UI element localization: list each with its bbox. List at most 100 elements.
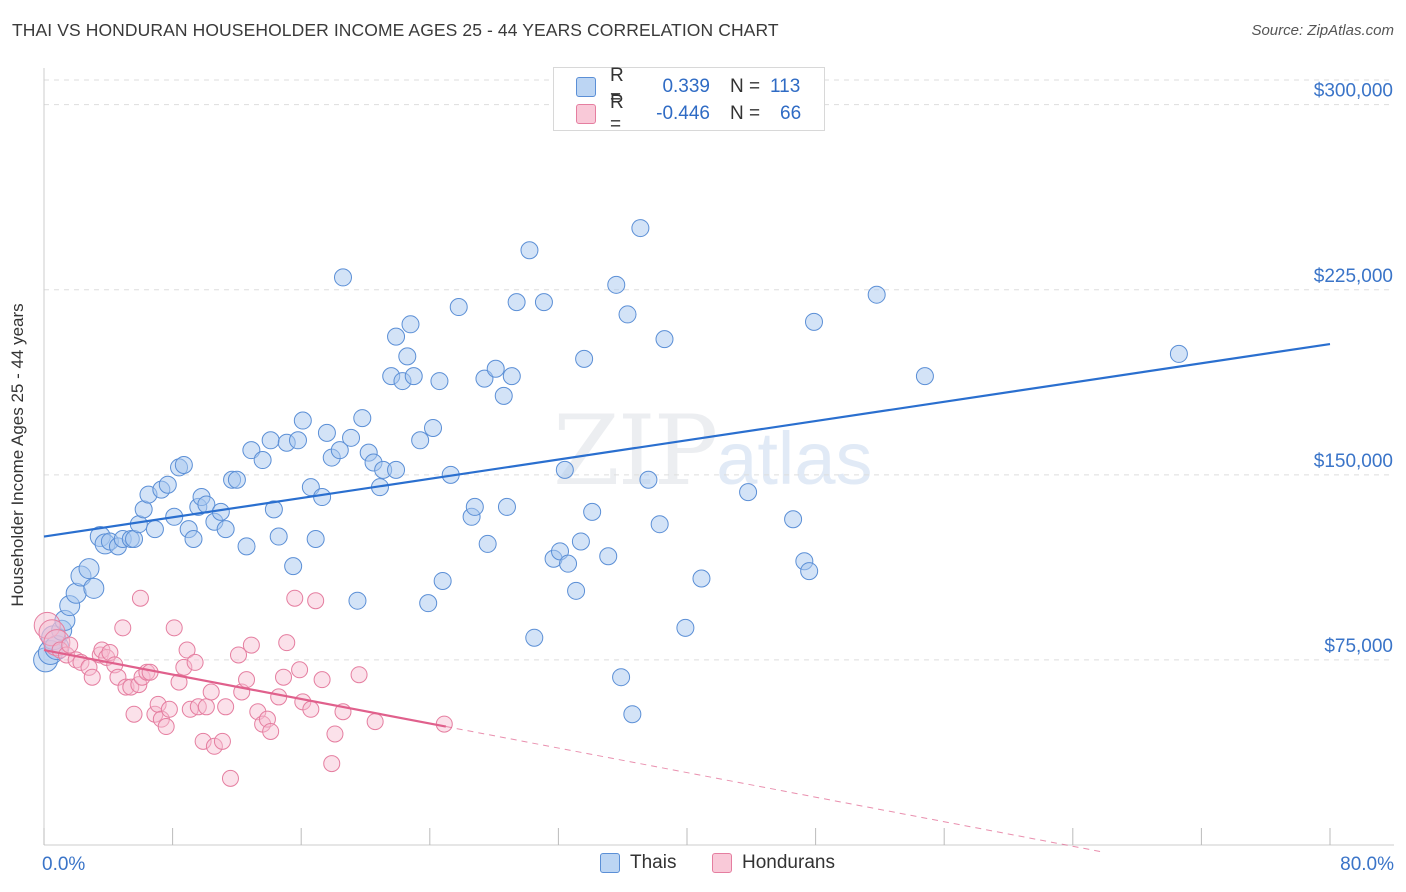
honduran-point [230, 646, 248, 664]
honduran-point [302, 700, 320, 718]
honduran-point [33, 611, 61, 639]
thai-point [607, 275, 626, 294]
thai-points [33, 219, 1188, 724]
thai-point [639, 470, 658, 489]
thai-point [612, 668, 631, 687]
thais-legend-label: Thais [630, 852, 677, 873]
thai-point [387, 327, 406, 346]
series-legend: Thais Hondurans [0, 852, 1406, 876]
thai-point [575, 349, 594, 368]
chart-title: THAI VS HONDURAN HOUSEHOLDER INCOME AGES… [12, 20, 779, 40]
honduran-point [160, 700, 178, 718]
honduran-point [313, 671, 331, 689]
thai-point [174, 455, 193, 474]
honduran-point [131, 589, 149, 607]
thai-point [387, 460, 406, 479]
honduran-point [350, 666, 368, 684]
y-tick-label: $300,000 [1314, 81, 1393, 102]
thai-point [567, 581, 586, 600]
honduran-point [202, 683, 220, 701]
honduran-point [238, 671, 256, 689]
honduran-trend-line [43, 648, 447, 728]
thai-point [78, 558, 100, 580]
honduran-point [221, 769, 239, 787]
thai-point [502, 367, 521, 386]
thai-point [313, 488, 332, 507]
thai-point [83, 577, 105, 599]
thai-point [293, 411, 312, 430]
legend-item-thais[interactable]: Thais [600, 852, 676, 874]
x-tick-label: 0.0% [42, 854, 85, 875]
thais-r-label: R = [610, 65, 624, 108]
thai-point [353, 409, 372, 428]
y-tick-label: $150,000 [1314, 451, 1393, 472]
honduran-point [286, 589, 304, 607]
honduran-point [242, 636, 260, 654]
thai-point [398, 347, 417, 366]
honduran-point [326, 725, 344, 743]
honduran-point [114, 619, 132, 637]
thai-point [430, 372, 449, 391]
correlation-legend: R = 0.339 N = 113 R = -0.446 N = 66 [553, 65, 825, 135]
legend-item-hondurans[interactable]: Hondurans [712, 852, 835, 874]
thai-point [631, 219, 650, 238]
honduran-point [323, 755, 341, 773]
thai-point [269, 527, 288, 546]
honduran-point [117, 678, 135, 696]
thai-point [401, 315, 420, 334]
honduran-point [125, 705, 143, 723]
thai-point [184, 530, 203, 548]
thai-point [288, 431, 307, 450]
honduran-point [175, 658, 193, 676]
thai-point [804, 312, 823, 331]
honduran-point [186, 653, 204, 671]
thais-n-value: 113 [770, 76, 801, 97]
honduran-point [197, 698, 215, 716]
thai-point [253, 451, 272, 470]
honduran-point [178, 641, 196, 659]
legend-row-thais: R = 0.339 N = 113 [576, 65, 801, 108]
thais-r-value: 0.339 [662, 76, 710, 97]
thai-point [534, 293, 553, 312]
thai-point [867, 285, 886, 304]
honduran-point [205, 737, 223, 755]
honduran-point [275, 668, 293, 686]
hondurans-r-value: -0.446 [656, 103, 710, 124]
honduran-point [83, 668, 101, 686]
thai-point [333, 268, 352, 287]
honduran-trend-extension [445, 726, 1106, 853]
thai-point [424, 418, 443, 437]
thai-point [411, 431, 430, 450]
thai-point [520, 241, 539, 260]
thai-point [676, 618, 695, 637]
thai-point [145, 520, 164, 539]
thai-point [497, 497, 516, 516]
thai-point [507, 293, 526, 312]
thai-point [330, 441, 349, 460]
thai-point [264, 500, 283, 519]
hondurans-legend-swatch [712, 853, 732, 873]
thai-point [555, 460, 574, 479]
thai-point [306, 530, 325, 548]
honduran-point [366, 713, 384, 731]
thai-point [1169, 344, 1188, 363]
thais-swatch [576, 77, 596, 97]
thai-point [227, 470, 246, 489]
thai-point [800, 562, 819, 581]
thai-point [237, 537, 256, 556]
hondurans-legend-label: Hondurans [742, 852, 835, 873]
honduran-point [270, 688, 288, 706]
source-label: Source: ZipAtlas.com [1251, 22, 1394, 39]
thai-point [739, 483, 758, 502]
honduran-point [194, 732, 212, 750]
y-axis-label: Householder Income Ages 25 - 44 years [8, 303, 27, 607]
tick-labels: $75,000 $150,000 $225,000 $300,000 0.0% 80.0% [42, 81, 1394, 875]
thai-point [692, 569, 711, 588]
honduran-point [157, 718, 175, 736]
honduran-point [217, 698, 235, 716]
thai-point [478, 534, 497, 553]
thai-point [623, 705, 642, 724]
honduran-point [307, 592, 325, 610]
thai-point [404, 367, 423, 386]
thai-trend-line [43, 342, 1331, 538]
